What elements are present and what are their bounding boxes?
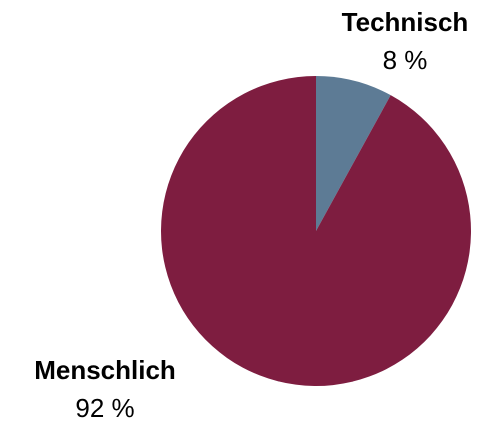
pie-slice bbox=[160, 76, 472, 386]
slice-value-label: 92 % bbox=[75, 393, 134, 423]
slice-value-label: 8 % bbox=[383, 45, 428, 75]
slice-label: Menschlich bbox=[34, 355, 176, 385]
slice-label: Technisch bbox=[342, 7, 469, 37]
pie-slice bbox=[316, 76, 391, 231]
